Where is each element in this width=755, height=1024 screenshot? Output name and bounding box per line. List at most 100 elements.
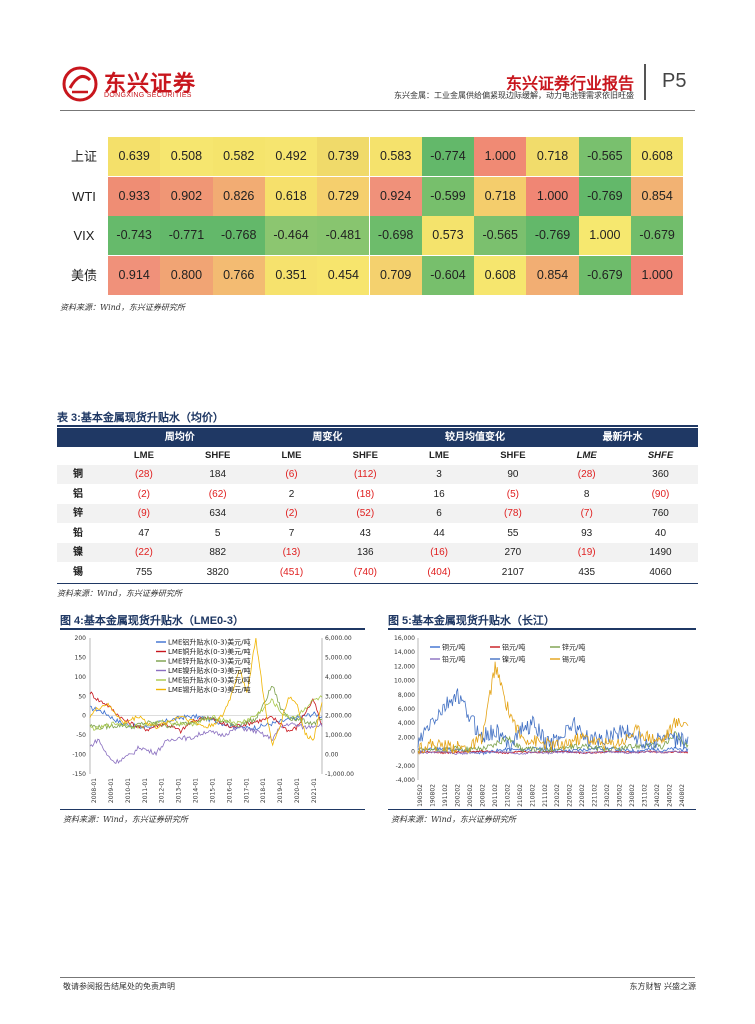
correlation-row: VIX -0.743 -0.771 -0.768 -0.464 -0.481 -0.698 0… bbox=[60, 216, 700, 255]
dongxing-logo-icon bbox=[62, 66, 98, 102]
correlation-cell: 0.902 bbox=[160, 176, 213, 216]
correlation-cell: 0.766 bbox=[212, 255, 265, 295]
x-axis-tick: 2020-01 bbox=[294, 778, 301, 803]
header-divider bbox=[644, 64, 646, 100]
table3-group-header: 较月均值变化 bbox=[402, 428, 548, 448]
x-axis-tick: 230802 bbox=[629, 784, 636, 807]
table3-cell: 44 bbox=[433, 527, 445, 539]
table3-cell: 435 bbox=[578, 566, 596, 578]
table3-subheader: LME bbox=[576, 450, 597, 461]
table3-cell: (6) bbox=[285, 469, 298, 480]
x-axis-tick: 211102 bbox=[542, 784, 549, 807]
x-axis-tick: 231102 bbox=[642, 784, 649, 807]
table3-subheader: SHFE bbox=[500, 450, 526, 461]
y-axis-tick: 8,000 bbox=[398, 692, 415, 699]
table3-cell: (52) bbox=[356, 508, 375, 519]
legend-label: LME锌升贴水(0-3)美元/吨 bbox=[168, 657, 251, 666]
table3-cell: 6 bbox=[436, 508, 442, 519]
y-axis-tick: 0 bbox=[411, 749, 415, 756]
correlation-cell: -0.774 bbox=[421, 137, 475, 176]
figure5-bottom-rule bbox=[388, 809, 696, 810]
table3-cell: (90) bbox=[651, 488, 670, 500]
table3-cell: (13) bbox=[282, 547, 301, 558]
y-axis-tick: 4,000 bbox=[398, 720, 415, 727]
table3-row-label: 铜 bbox=[73, 469, 83, 480]
table3-subheader: LME bbox=[133, 450, 154, 461]
correlation-cell: 0.800 bbox=[160, 255, 213, 295]
correlation-cell: -0.679 bbox=[631, 216, 684, 255]
table3-cell: 2107 bbox=[501, 566, 525, 578]
right-axis-tick: 5,000.00 bbox=[325, 654, 352, 661]
correlation-cell: -0.481 bbox=[317, 216, 370, 255]
x-axis-tick: 240802 bbox=[679, 784, 686, 807]
x-axis-tick: 200502 bbox=[467, 784, 474, 807]
figure5-title: 图 5:基本金属现货升贴水（长江） bbox=[388, 615, 555, 627]
table3-cell: 360 bbox=[652, 469, 669, 480]
correlation-cell: -0.743 bbox=[108, 216, 161, 255]
table3-cell: (28) bbox=[577, 469, 596, 480]
table3-cell: 184 bbox=[209, 469, 227, 480]
table3-cell: 43 bbox=[359, 527, 371, 539]
x-axis-tick: 200802 bbox=[479, 784, 486, 807]
x-axis-tick: 2016-01 bbox=[226, 778, 233, 803]
footer-disclaimer: 敬请参阅报告结尾处的免责声明 bbox=[63, 982, 175, 991]
figure5-title-rule bbox=[388, 628, 696, 630]
x-axis-tick: 230502 bbox=[617, 784, 624, 807]
y-axis-tick: -4,000 bbox=[396, 777, 416, 784]
footer-rule bbox=[60, 977, 695, 978]
left-axis-tick: -100 bbox=[72, 752, 86, 759]
correlation-cell: 0.914 bbox=[108, 255, 161, 295]
x-axis-tick: 230202 bbox=[604, 784, 611, 807]
correlation-row-label: WTI bbox=[72, 188, 96, 204]
logo-english-name: DONGXING SECURITIES bbox=[104, 92, 192, 99]
table3-cell: (5) bbox=[506, 488, 520, 500]
table3-cell: (2) bbox=[137, 488, 151, 500]
legend-label: 锌元/吨 bbox=[562, 643, 585, 652]
correlation-cell: -0.604 bbox=[421, 255, 475, 295]
correlation-row: 美债 0.914 0.800 0.766 0.351 0.454 0.709 -0.604 0.… bbox=[60, 255, 700, 295]
y-axis-tick: 10,000 bbox=[394, 678, 415, 685]
table3-cell: (28) bbox=[135, 469, 153, 480]
correlation-cell: 1.000 bbox=[474, 137, 527, 176]
y-axis-tick: -2,000 bbox=[396, 763, 416, 770]
x-axis-tick: 2021-01 bbox=[311, 778, 318, 803]
correlation-cell: 0.729 bbox=[317, 176, 370, 216]
table3-row: 锡 755 3820 (451) (740) (404) 2107 435 4060 bbox=[57, 563, 698, 582]
table3-cell: 47 bbox=[138, 527, 150, 539]
legend-label: LME铜升贴水(0-3)美元/吨 bbox=[168, 647, 251, 656]
correlation-cell: 1.000 bbox=[578, 216, 631, 255]
left-axis-tick: 0 bbox=[82, 713, 86, 720]
table3-cell: 136 bbox=[356, 547, 374, 558]
table3-cell: 5 bbox=[214, 527, 221, 539]
legend-label: 锡元/吨 bbox=[562, 655, 585, 664]
correlation-cell: 0.639 bbox=[108, 137, 161, 176]
table3-title: 表 3:基本金属现货升贴水（均价） bbox=[57, 412, 224, 424]
correlation-cell: -0.768 bbox=[212, 216, 265, 255]
table3-cell: 755 bbox=[135, 566, 153, 578]
x-axis-tick: 2009-01 bbox=[108, 778, 115, 803]
x-axis-tick: 2014-01 bbox=[193, 778, 200, 803]
table3-cell: (18) bbox=[356, 488, 375, 500]
figure4-title: 图 4:基本金属现货升贴水（LME0-3） bbox=[60, 615, 244, 627]
table3-cell: 7 bbox=[288, 527, 295, 539]
table3-bottom-rule bbox=[57, 583, 698, 584]
left-axis-tick: 100 bbox=[75, 674, 87, 681]
left-axis-tick: -150 bbox=[72, 771, 86, 778]
table3-cell: (7) bbox=[580, 508, 593, 519]
table3-cell: 3 bbox=[436, 469, 442, 480]
x-axis-tick: 240502 bbox=[667, 784, 674, 807]
table3-row-label: 锡 bbox=[73, 566, 83, 578]
table3-cell: 93 bbox=[581, 527, 593, 539]
table3-cell: 760 bbox=[652, 508, 669, 519]
x-axis-tick: 190502 bbox=[417, 784, 424, 807]
legend-label: 铅元/吨 bbox=[442, 655, 465, 664]
right-axis-tick: 6,000.00 bbox=[325, 635, 352, 642]
x-axis-tick: 2010-01 bbox=[125, 778, 132, 803]
report-title: 东兴证券行业报告 bbox=[505, 76, 634, 93]
table3-cell: (112) bbox=[353, 469, 377, 480]
table3-cell: 882 bbox=[209, 547, 227, 558]
legend-label: LME锡升贴水(0-3)美元/吨 bbox=[168, 685, 251, 694]
table3-cell: (78) bbox=[504, 508, 522, 519]
series-line bbox=[89, 637, 323, 747]
legend-label: 镍元/吨 bbox=[502, 655, 525, 664]
